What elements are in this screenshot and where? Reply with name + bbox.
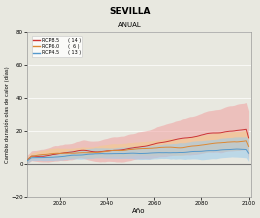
X-axis label: Año: Año	[132, 208, 146, 214]
Text: ANUAL: ANUAL	[118, 22, 142, 28]
Y-axis label: Cambio duración olas de calor (días): Cambio duración olas de calor (días)	[4, 66, 10, 163]
Text: SEVILLA: SEVILLA	[109, 7, 151, 15]
Legend: RCP8.5      ( 14 ), RCP6.0      (  6 ), RCP4.5      ( 13 ): RCP8.5 ( 14 ), RCP6.0 ( 6 ), RCP4.5 ( 13…	[31, 36, 82, 57]
